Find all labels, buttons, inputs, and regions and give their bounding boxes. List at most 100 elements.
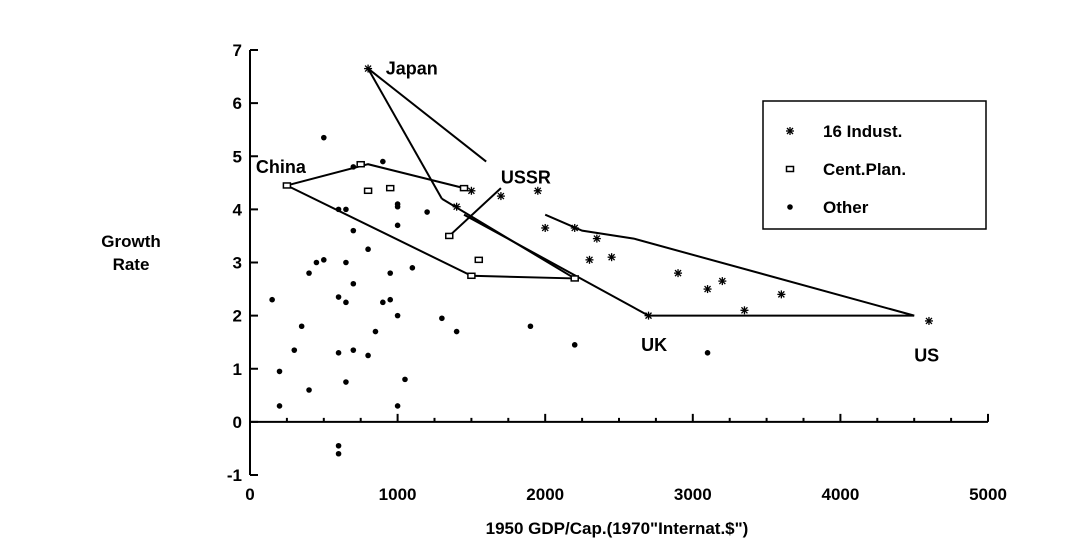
other-point — [306, 387, 312, 393]
connector-line — [463, 213, 649, 317]
indust-point — [592, 234, 601, 243]
indust-point — [740, 306, 749, 315]
other-point — [394, 312, 401, 319]
legend-box — [762, 100, 987, 230]
other-point — [291, 347, 298, 353]
indust-point — [570, 223, 579, 232]
other-point — [387, 296, 394, 303]
other-point — [424, 209, 430, 215]
other-point — [439, 315, 445, 322]
other-point — [276, 368, 283, 375]
x-tick-label: 3000 — [674, 485, 712, 504]
other-point — [350, 227, 357, 234]
indust-point — [541, 223, 550, 232]
x-tick-label: 5000 — [969, 485, 1007, 504]
other-point — [380, 299, 386, 306]
other-point — [372, 328, 379, 335]
other-point — [335, 206, 342, 213]
x-tick-label: 4000 — [821, 485, 859, 504]
y-axis-label-line-1: Growth — [101, 232, 161, 251]
other-point — [335, 442, 342, 449]
centplan-point — [467, 272, 476, 280]
other-point — [321, 257, 327, 263]
legend-label: Cent.Plan. — [823, 160, 906, 179]
indust-point — [364, 64, 373, 73]
country-label: Japan — [386, 59, 438, 79]
y-tick-label: -1 — [227, 466, 242, 485]
indust-point — [703, 285, 712, 294]
legend-label: Other — [823, 198, 869, 217]
other-point — [350, 347, 357, 353]
legend-marker — [787, 204, 793, 210]
y-tick-label: 7 — [233, 41, 242, 60]
centplan-point — [459, 184, 469, 192]
indust-point — [607, 253, 616, 262]
other-point — [380, 158, 386, 165]
other-point — [394, 222, 401, 229]
x-tick-label: 2000 — [526, 485, 564, 504]
other-point — [321, 134, 327, 141]
connector-line — [544, 213, 915, 317]
y-tick-label: 1 — [233, 360, 242, 379]
other-point — [343, 259, 349, 266]
other-point — [571, 342, 578, 348]
indust-point — [467, 186, 476, 195]
y-tick-label: 0 — [233, 413, 242, 432]
other-point — [343, 299, 349, 306]
data-points — [269, 64, 933, 457]
other-point — [335, 350, 342, 356]
other-point — [350, 164, 357, 170]
other-point — [343, 379, 349, 385]
y-tick-label: 2 — [233, 307, 242, 326]
indust-point — [533, 186, 542, 195]
other-point — [306, 270, 312, 276]
other-point — [365, 352, 371, 359]
indust-point — [496, 192, 505, 201]
indust-point — [644, 311, 653, 320]
legend-marker — [785, 165, 795, 173]
centplan-point — [445, 232, 454, 240]
country-label: UK — [641, 335, 667, 355]
other-point — [394, 201, 401, 207]
y-tick-label: 3 — [233, 254, 242, 273]
centplan-point — [282, 182, 292, 189]
other-point — [276, 403, 283, 409]
other-point — [387, 270, 394, 276]
other-point — [269, 296, 275, 303]
indust-point — [777, 290, 786, 299]
connector-line — [367, 67, 487, 163]
other-point — [704, 350, 711, 356]
other-point — [402, 376, 408, 383]
x-tick-label: 1000 — [379, 485, 417, 504]
legend-marker — [786, 127, 794, 135]
connector-line — [286, 184, 575, 280]
centplan-point — [385, 184, 395, 192]
legend-label: 16 Indust. — [823, 122, 902, 141]
indust-point — [924, 316, 933, 325]
x-axis-label: 1950 GDP/Cap.(1970"Internat.$") — [486, 519, 749, 538]
centplan-point — [570, 275, 579, 282]
other-point — [343, 206, 349, 213]
other-point — [350, 280, 357, 287]
other-point — [335, 294, 342, 300]
other-point — [335, 450, 342, 457]
country-label: USSR — [501, 168, 551, 188]
connector-line — [367, 68, 443, 200]
y-tick-label: 4 — [233, 200, 243, 219]
legend: 16 Indust. Cent.Plan. Other — [762, 100, 987, 230]
y-tick-label: 5 — [233, 147, 242, 166]
indust-point — [674, 269, 683, 278]
country-label: US — [914, 345, 939, 365]
centplan-point — [363, 187, 373, 195]
connector-line — [448, 187, 502, 237]
y-axis-label-line-2: Rate — [113, 255, 150, 274]
annotations: Japan China USSR UK US — [256, 59, 939, 366]
other-point — [298, 323, 305, 330]
other-point — [409, 265, 416, 271]
country-label: China — [256, 157, 307, 177]
y-tick-label: 6 — [233, 94, 242, 113]
indust-point — [452, 202, 461, 211]
other-point — [453, 328, 460, 335]
